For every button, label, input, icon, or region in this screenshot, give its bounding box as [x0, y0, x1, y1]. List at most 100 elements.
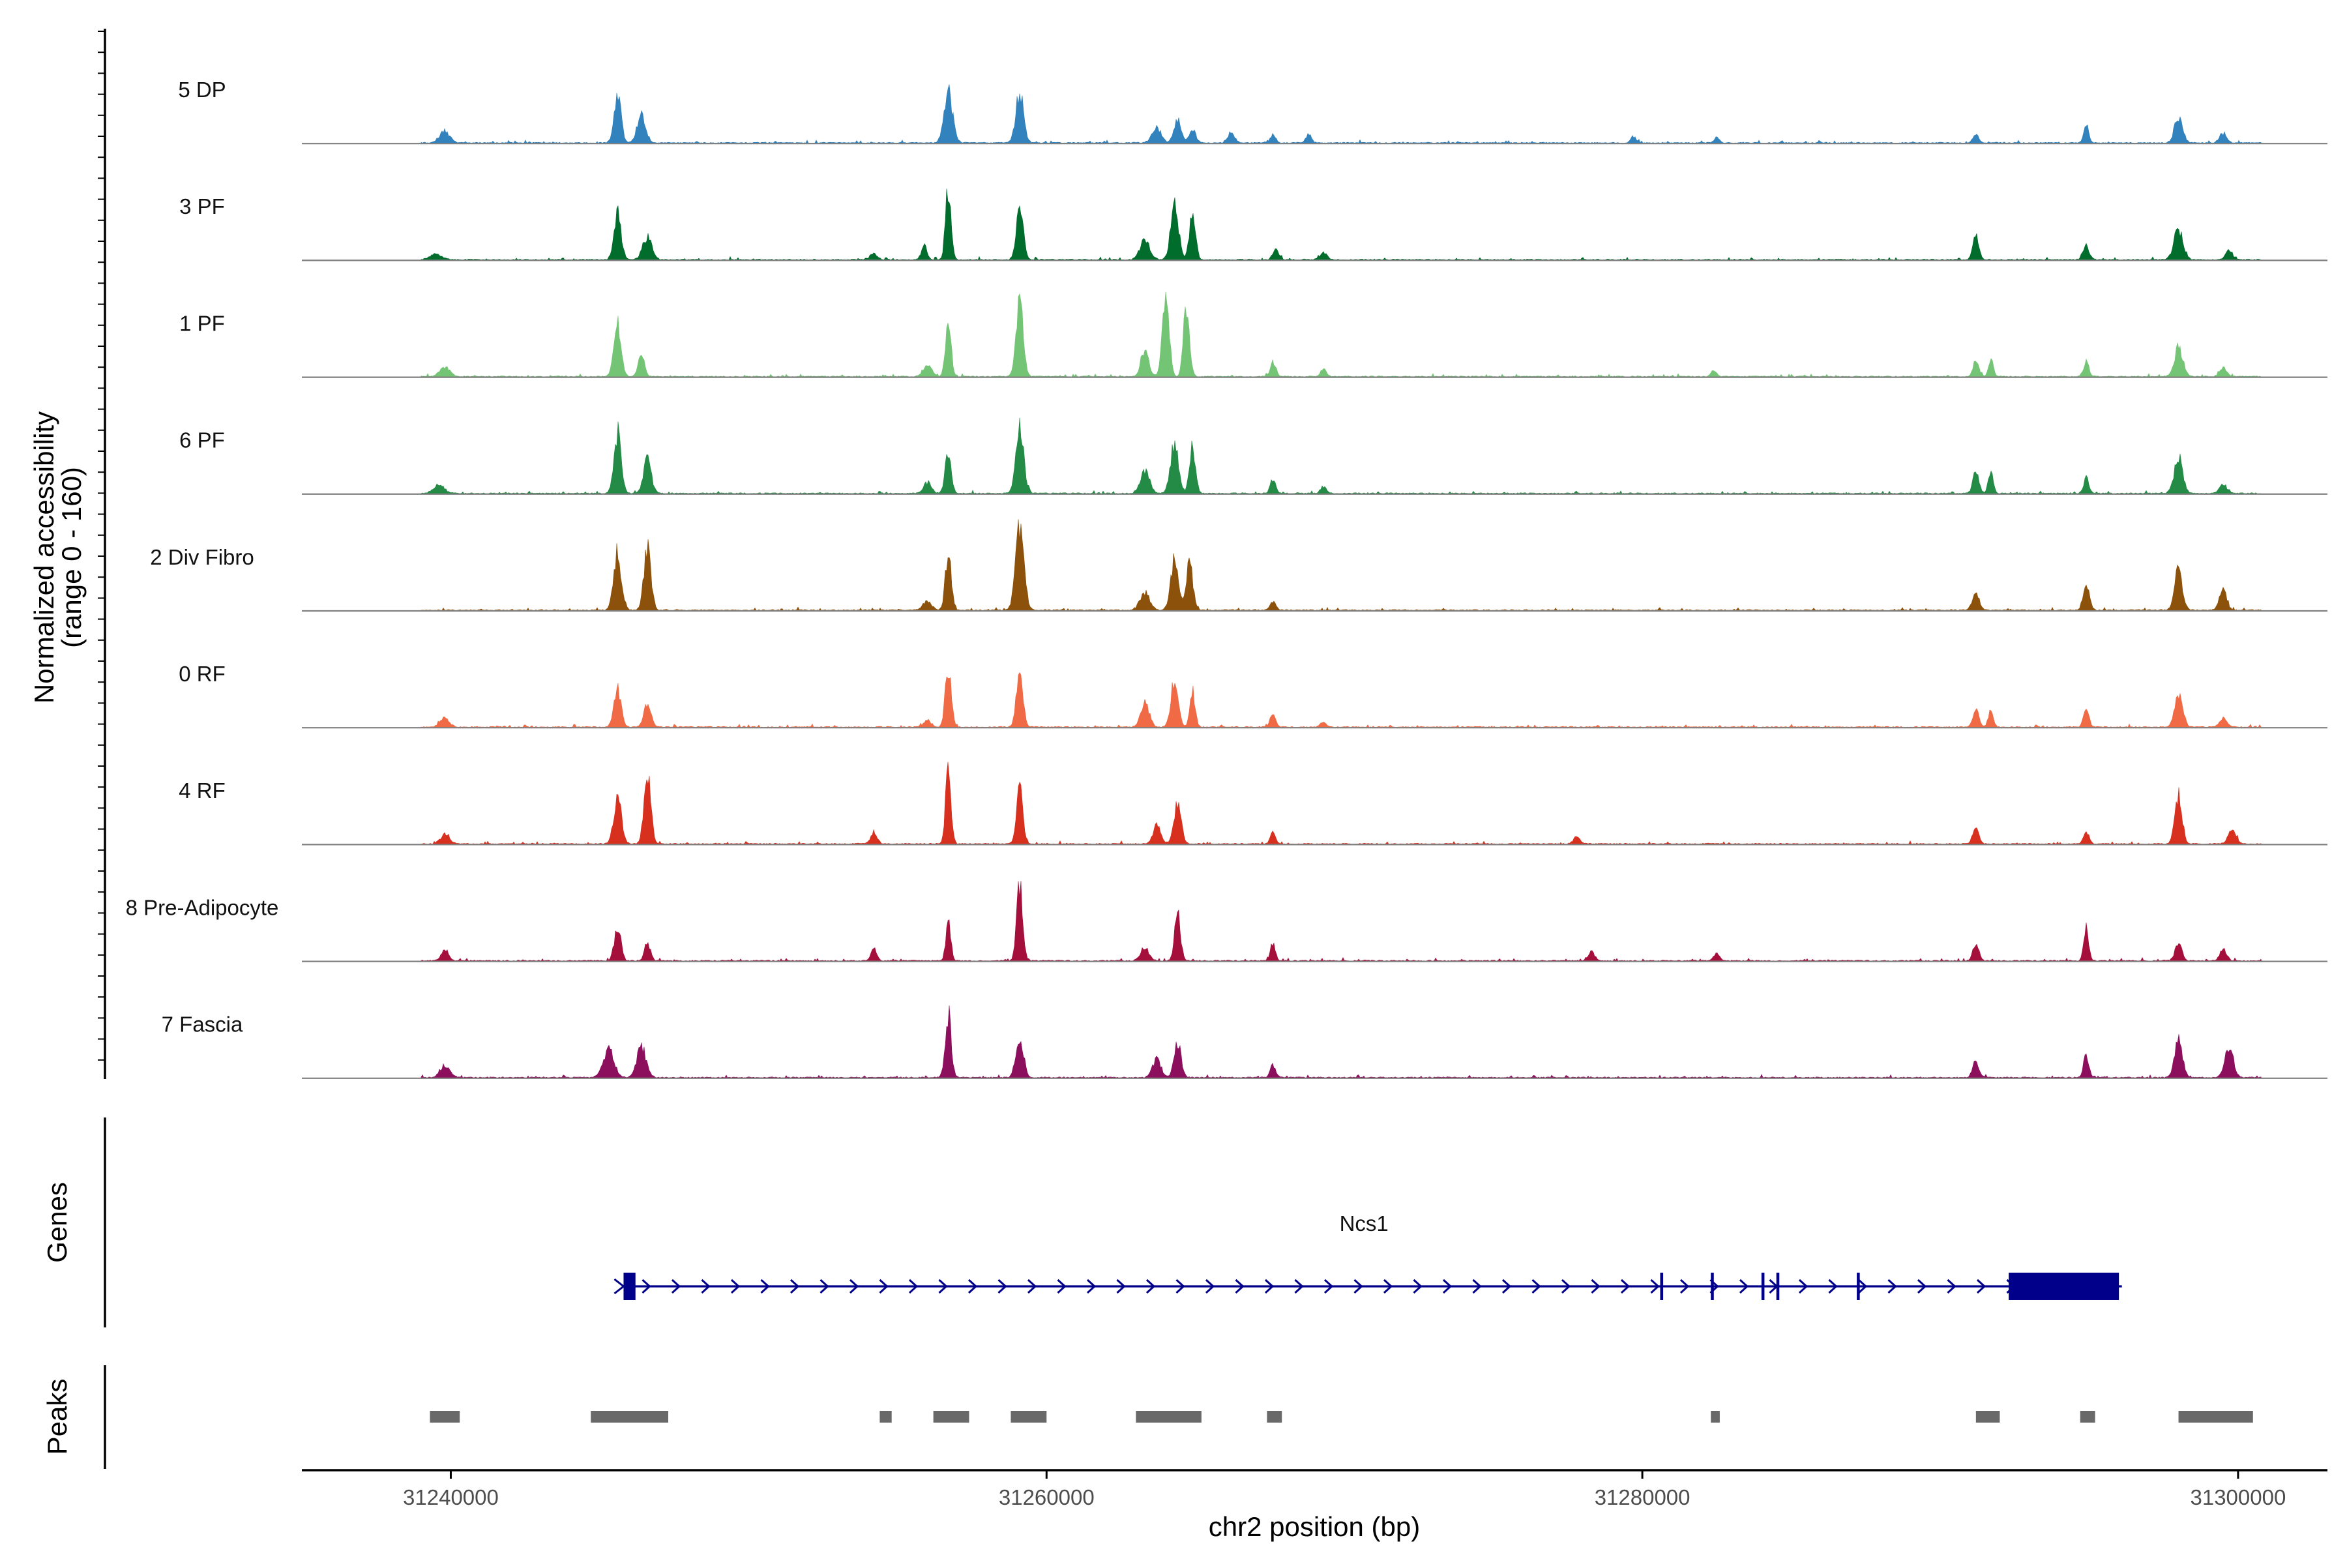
strand-arrow	[1531, 1279, 1541, 1294]
track-label: 7 Fascia	[162, 1013, 243, 1037]
strand-arrow	[1798, 1279, 1808, 1294]
track-4-rf: 4 RF	[179, 762, 2327, 846]
strand-arrow	[997, 1279, 1007, 1294]
strand-arrow	[1561, 1279, 1571, 1294]
strand-arrow	[1145, 1279, 1156, 1294]
peak-region	[1267, 1411, 1282, 1423]
strand-arrow	[701, 1279, 711, 1294]
gene-exon	[2009, 1273, 2119, 1300]
coverage-y-ticks	[98, 31, 105, 1061]
x-tick-label: 31240000	[403, 1485, 499, 1509]
peak-region	[1975, 1411, 2000, 1423]
x-tick-label: 31300000	[2191, 1485, 2286, 1509]
track-label: 1 PF	[179, 311, 225, 335]
coverage-area	[421, 672, 2262, 728]
track-5-dp: 5 DP	[178, 78, 2327, 145]
gene-name: Ncs1	[1340, 1211, 1389, 1235]
strand-arrow	[1264, 1279, 1275, 1294]
gene-exon	[1761, 1273, 1765, 1300]
strand-arrow	[1086, 1279, 1097, 1294]
peak-region	[933, 1411, 969, 1423]
track-label: 5 DP	[178, 78, 226, 102]
track-label: 6 PF	[179, 428, 225, 452]
gene-exon	[1776, 1273, 1780, 1300]
strand-arrow	[730, 1279, 741, 1294]
gene-exon	[1660, 1273, 1664, 1300]
peak-region	[1711, 1411, 1720, 1423]
coverage-area	[421, 84, 2262, 144]
strand-arrow	[1739, 1279, 1749, 1294]
strand-arrow	[1501, 1279, 1512, 1294]
track-6-pf: 6 PF	[179, 417, 2327, 495]
strand-arrow	[1413, 1279, 1423, 1294]
strand-arrow	[1976, 1279, 1986, 1294]
strand-arrow	[1679, 1279, 1690, 1294]
peaks-label: Peaks	[42, 1379, 72, 1455]
coverage-area	[421, 881, 2262, 962]
coverage-area	[421, 1005, 2262, 1079]
strand-arrow	[671, 1279, 681, 1294]
gene-exon	[1857, 1273, 1860, 1300]
track-2-div-fibro: 2 Div Fibro	[150, 519, 2327, 612]
track-0-rf: 0 RF	[179, 662, 2327, 729]
axes: Normalized accessibility (range 0 - 160)…	[29, 29, 2327, 1542]
strand-arrow	[1857, 1279, 1868, 1294]
coverage-area	[421, 291, 2262, 377]
genes-label: Genes	[42, 1182, 72, 1263]
peak-region	[879, 1411, 892, 1423]
strand-arrow	[967, 1279, 978, 1294]
strand-arrow	[1235, 1279, 1245, 1294]
strand-arrow	[1116, 1279, 1126, 1294]
strand-arrow	[1353, 1279, 1363, 1294]
strand-arrow	[1205, 1279, 1215, 1294]
coverage-tracks: 5 DP 3 PF 1 PF 6 PF 2 Div Fibro 0 RF 4 RF 8 Pre…	[126, 78, 2327, 1079]
strand-arrow	[1917, 1279, 1927, 1294]
gene-exon	[1711, 1273, 1714, 1300]
coverage-ylabel-line1: Normalized accessibility	[29, 411, 59, 703]
peak-region	[1011, 1411, 1047, 1423]
strand-arrow	[790, 1279, 800, 1294]
x-tick-label: 31280000	[1595, 1485, 1690, 1509]
strand-arrow	[938, 1279, 948, 1294]
peak-region	[430, 1411, 460, 1423]
x-ticks: 31240000 31260000 31280000 31300000	[403, 1470, 2286, 1509]
gene-track: Ncs1	[613, 1211, 2122, 1300]
strand-arrow	[1027, 1279, 1037, 1294]
strand-arrow	[642, 1279, 651, 1294]
strand-arrow	[613, 1278, 625, 1295]
gene-exon	[623, 1273, 636, 1300]
strand-arrow	[1887, 1279, 1897, 1294]
strand-arrow	[1442, 1279, 1453, 1294]
track-8-pre-adipocyte: 8 Pre-Adipocyte	[126, 881, 2327, 962]
peak-region	[591, 1411, 669, 1423]
coverage-area	[421, 519, 2262, 612]
strand-arrow	[1828, 1279, 1838, 1294]
strand-arrow	[908, 1279, 919, 1294]
track-label: 0 RF	[179, 662, 226, 686]
strand-arrow	[849, 1279, 859, 1294]
peak-region	[2080, 1411, 2095, 1423]
track-3-pf: 3 PF	[179, 188, 2327, 261]
track-label: 2 Div Fibro	[150, 545, 254, 569]
track-1-pf: 1 PF	[179, 291, 2327, 378]
strand-arrow	[760, 1279, 770, 1294]
strand-arrow	[1650, 1279, 1660, 1294]
strand-arrow	[1057, 1279, 1067, 1294]
peak-region	[2178, 1411, 2253, 1423]
strand-arrow	[1175, 1279, 1185, 1294]
strand-arrow	[1620, 1279, 1631, 1294]
strand-arrow	[1383, 1279, 1393, 1294]
track-label: 4 RF	[179, 778, 226, 803]
coverage-area	[421, 417, 2262, 495]
strand-arrow	[1323, 1279, 1334, 1294]
gene-ncs1: Ncs1	[613, 1211, 2122, 1300]
strand-arrow	[1947, 1279, 1956, 1294]
coverage-area	[421, 762, 2262, 845]
peak-region	[1136, 1411, 1202, 1423]
strand-arrow	[1472, 1279, 1482, 1294]
strand-arrow	[1591, 1279, 1601, 1294]
coverage-ylabel-line2: (range 0 - 160)	[56, 467, 87, 648]
x-axis-label: chr2 position (bp)	[1209, 1511, 1421, 1542]
